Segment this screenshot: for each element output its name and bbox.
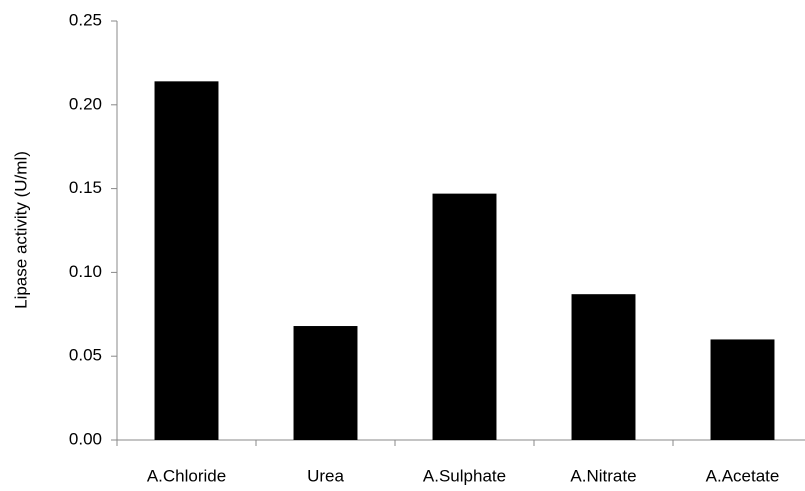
bar [432,193,497,440]
x-tick-label: A.Chloride [147,466,226,485]
bar [571,294,636,440]
bar [293,326,358,440]
y-tick-label: 0.10 [69,262,102,281]
y-tick-label: 0.15 [69,178,102,197]
y-tick-label: 0.25 [69,10,102,29]
y-axis-label: Lipase activity (U/ml) [11,151,30,309]
x-tick-label: A.Sulphate [423,466,506,485]
y-tick-label: 0.05 [69,346,102,365]
x-tick-label: Urea [307,466,344,485]
bar [154,81,219,440]
bar [710,339,775,440]
x-tick-label: A.Acetate [706,466,780,485]
y-tick-label: 0.00 [69,429,102,448]
y-tick-label: 0.20 [69,94,102,113]
x-tick-label: A.Nitrate [570,466,636,485]
